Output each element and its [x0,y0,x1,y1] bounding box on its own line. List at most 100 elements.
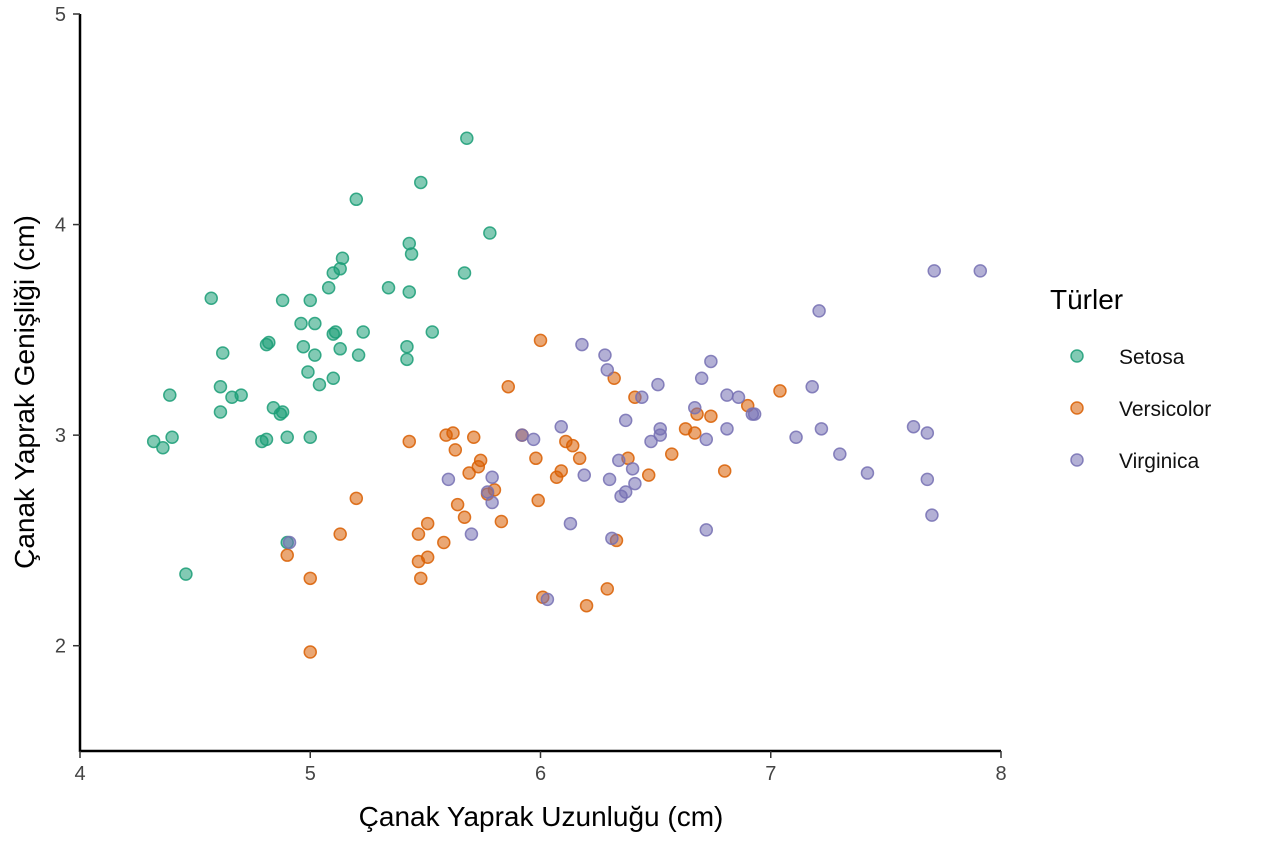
data-point-virginica [644,434,658,449]
data-point-versicolor [411,527,426,541]
data-point-setosa [163,388,177,402]
data-point-setosa [296,339,311,354]
data-point-virginica [747,407,762,421]
data-point-setosa [351,348,366,362]
data-point-virginica [577,468,591,482]
data-point-versicolor [529,451,543,466]
data-points [146,131,988,659]
data-point-setosa [216,346,230,360]
x-axis-title: Çanak Yaprak Uzunluğu (cm) [359,801,724,832]
data-point-setosa [165,430,179,444]
data-point-versicolor [437,535,451,550]
data-point-versicolor [448,443,463,457]
data-point-versicolor [579,598,594,613]
data-point-setosa [275,293,290,308]
y-tick-label: 5 [55,4,66,26]
legend-key-virginica [1070,453,1084,467]
data-point-virginica [605,531,619,546]
data-point-virginica [731,390,746,404]
data-point-virginica [920,426,935,440]
data-point-virginica [635,390,649,404]
data-point-virginica [927,264,941,278]
data-point-virginica [485,470,499,485]
data-point-versicolor [446,426,460,440]
data-point-setosa [335,251,350,266]
x-tick-label: 8 [995,763,1006,785]
data-point-virginica [860,466,875,480]
data-point-versicolor [554,464,568,478]
data-point-virginica [554,419,568,434]
data-point-versicolor [457,510,472,525]
data-point-versicolor [414,571,428,586]
y-tick-label: 3 [55,425,66,447]
data-point-setosa [179,567,193,581]
data-point-setosa [328,325,343,339]
legend-key-versicolor [1070,401,1084,415]
y-tick-label: 2 [55,636,66,658]
data-point-versicolor [473,453,488,468]
data-point-virginica [602,472,617,487]
data-point-setosa [146,434,161,449]
data-point-virginica [973,264,988,278]
data-point-virginica [600,363,615,377]
x-tick-label: 6 [535,763,546,785]
legend-items: Setosa Versicolor Virginica [1070,346,1211,473]
data-point-setosa [381,280,396,295]
data-point-virginica [651,377,665,392]
data-point-virginica [688,401,702,415]
data-point-setosa [213,379,228,394]
data-point-versicolor [572,451,587,466]
data-point-versicolor [303,571,317,586]
data-point-virginica [720,422,734,436]
x-tick-label: 4 [74,763,85,785]
data-point-setosa [425,325,440,339]
data-point-virginica [598,348,612,362]
data-point-versicolor [466,430,481,444]
data-point-virginica [628,476,642,491]
data-point-versicolor [333,527,347,541]
data-point-virginica [485,495,499,510]
data-point-versicolor [565,438,580,453]
y-axis-ticks: 2 3 4 5 [55,4,80,658]
x-tick-label: 7 [765,763,776,785]
data-point-setosa [213,405,228,419]
data-point-setosa [303,293,317,308]
data-point-virginica [618,413,633,428]
data-point-setosa [356,325,370,339]
data-point-setosa [308,316,322,331]
data-point-virginica [925,508,939,522]
data-point-setosa [259,432,274,447]
data-point-setosa [349,192,364,207]
data-point-setosa [301,365,315,379]
data-point-setosa [312,377,327,392]
data-point-virginica [789,430,803,444]
data-point-versicolor [664,447,679,461]
data-point-versicolor [533,333,548,348]
data-point-virginica [906,419,921,434]
legend-label-versicolor: Versicolor [1119,398,1211,421]
data-point-setosa [414,175,428,190]
data-point-virginica [563,516,578,531]
data-point-versicolor [303,645,317,659]
data-point-virginica [441,472,456,487]
data-point-setosa [303,430,317,444]
data-point-virginica [694,371,709,386]
data-point-versicolor [280,548,294,562]
data-point-setosa [275,405,290,419]
data-point-virginica [540,592,555,607]
data-point-versicolor [501,379,516,394]
data-point-setosa [404,247,419,261]
legend-key-setosa [1070,349,1084,363]
legend-label-setosa: Setosa [1119,346,1185,369]
data-point-virginica [575,337,589,352]
data-point-setosa [460,131,474,145]
data-point-versicolor [349,491,364,506]
data-point-virginica [833,447,847,461]
data-point-setosa [483,226,497,240]
data-point-versicolor [717,464,732,478]
data-point-virginica [812,304,826,318]
data-point-setosa [204,291,218,306]
data-point-virginica [625,462,640,476]
data-point-virginica [704,354,718,369]
